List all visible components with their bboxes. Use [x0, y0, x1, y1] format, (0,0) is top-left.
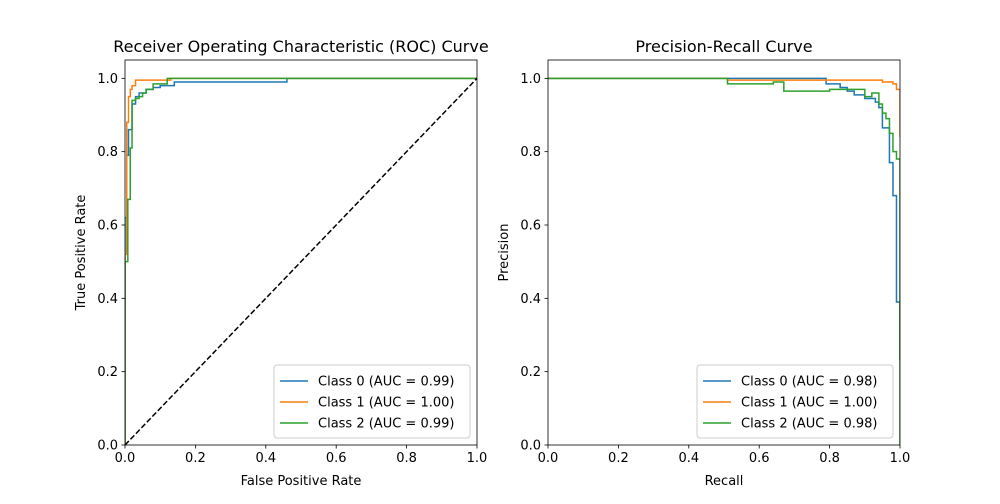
legend-label: Class 2 (AUC = 0.98) [741, 417, 877, 432]
series-line-0 [548, 77, 900, 361]
y-axis-label: True Positive Rate [74, 195, 89, 312]
x-tick-label: 0.6 [326, 451, 347, 466]
x-tick-label: 0.2 [608, 451, 629, 466]
series-line-2 [548, 77, 900, 445]
x-tick-label: 0.8 [819, 451, 840, 466]
x-tick-label: 0.2 [185, 451, 206, 466]
series-group [125, 77, 477, 445]
x-axis-label: Recall [705, 474, 744, 489]
y-tick-label: 0.4 [520, 292, 541, 307]
chart-0: 0.0 0.2 0.4 0.6 0.8 1.0 0.0 0.2 0.4 0.6 0.8 1.0 Rece… [74, 37, 489, 489]
y-tick-label: 1.0 [97, 72, 118, 87]
legend-label: Class 0 (AUC = 0.98) [741, 375, 877, 390]
x-tick-label: 0.0 [538, 451, 559, 466]
chart-title: Receiver Operating Characteristic (ROC) … [113, 37, 488, 56]
chart-1: 0.0 0.2 0.4 0.6 0.8 1.0 0.0 0.2 0.4 0.6 0.8 1.0 Prec… [497, 37, 910, 489]
y-tick-label: 0.8 [97, 145, 118, 160]
legend: Class 0 (AUC = 0.98) Class 1 (AUC = 1.00)… [696, 364, 894, 439]
axes-frame [124, 59, 478, 446]
x-tick-label: 0.4 [678, 451, 699, 466]
x-tick-label: 0.8 [396, 451, 417, 466]
y-tick-label: 0.6 [520, 219, 541, 234]
y-tick-label: 0.6 [97, 219, 118, 234]
chart-title: Precision-Recall Curve [635, 37, 812, 56]
legend-label: Class 1 (AUC = 1.00) [741, 396, 877, 411]
series-line-2 [125, 77, 477, 445]
series-line-1 [125, 77, 477, 445]
legend-label: Class 1 (AUC = 1.00) [318, 396, 454, 411]
x-tick-label: 1.0 [890, 451, 911, 466]
y-tick-label: 0.8 [520, 145, 541, 160]
axes-frame [547, 59, 901, 446]
series-group [548, 77, 900, 445]
legend-box [273, 364, 471, 439]
legend-box [696, 364, 894, 439]
y-tick-label: 0.2 [97, 365, 118, 380]
diagonal-reference-line [125, 77, 477, 445]
legend-label: Class 0 (AUC = 0.99) [318, 375, 454, 390]
legend: Class 0 (AUC = 0.99) Class 1 (AUC = 1.00)… [273, 364, 471, 439]
x-axis-label: False Positive Rate [241, 474, 362, 489]
x-tick-label: 0.0 [115, 451, 136, 466]
legend-label: Class 2 (AUC = 0.99) [318, 417, 454, 432]
y-tick-label: 0.4 [97, 292, 118, 307]
series-line-0 [125, 77, 477, 445]
y-tick-label: 1.0 [520, 72, 541, 87]
y-tick-label: 0.0 [520, 439, 541, 454]
y-tick-label: 0.0 [97, 439, 118, 454]
y-tick-label: 0.2 [520, 365, 541, 380]
y-axis-label: Precision [497, 223, 512, 281]
x-tick-label: 0.4 [255, 451, 276, 466]
x-tick-label: 0.6 [749, 451, 770, 466]
x-tick-label: 1.0 [467, 451, 488, 466]
